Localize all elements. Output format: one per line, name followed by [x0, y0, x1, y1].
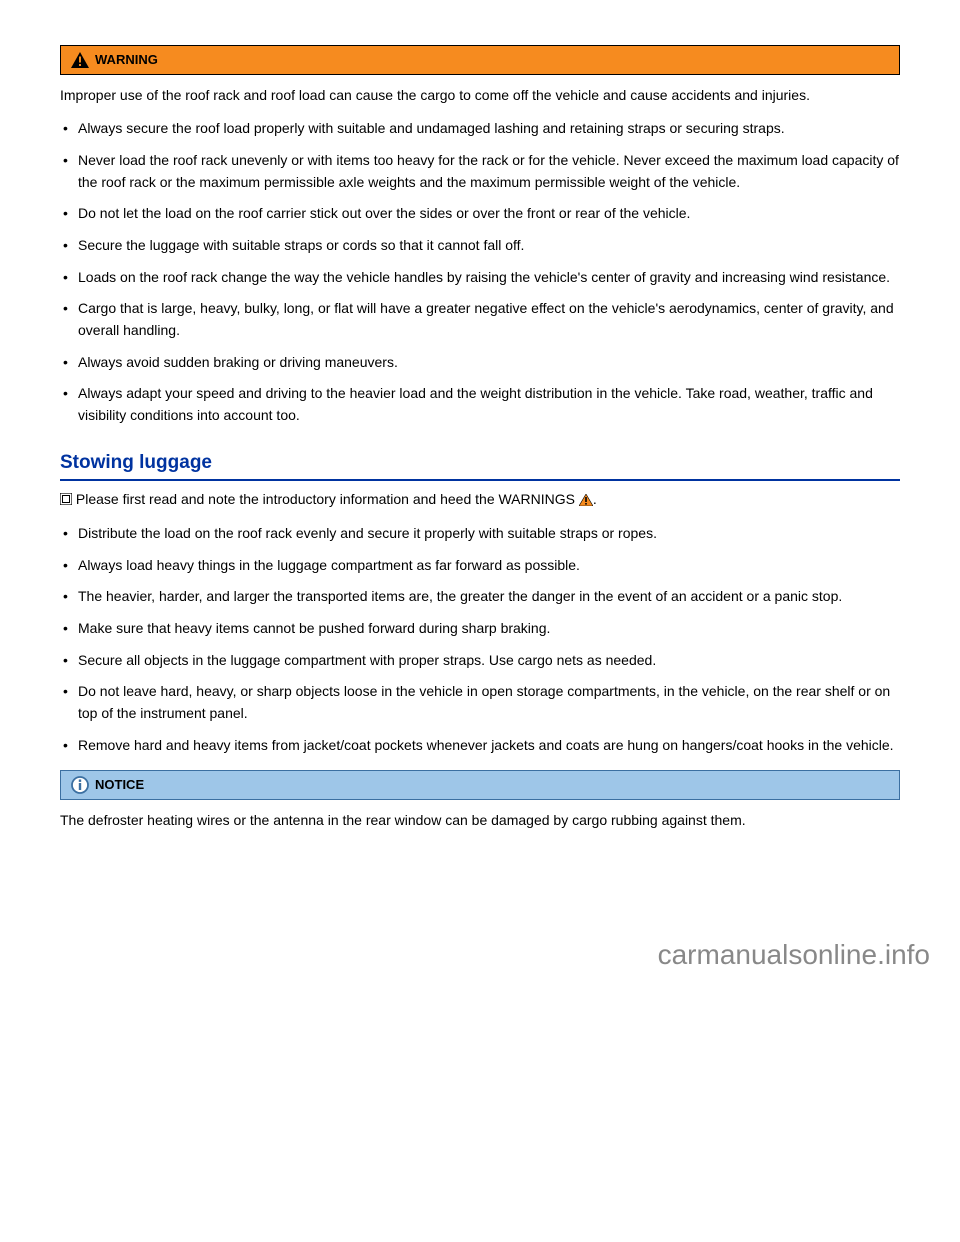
section-bullet-list: Distribute the load on the roof rack eve… [60, 523, 900, 757]
notice-label: NOTICE [95, 775, 144, 795]
warning-triangle-icon [71, 52, 89, 68]
section-heading: Stowing luggage [60, 449, 900, 482]
section-intro-suffix: . [593, 491, 597, 507]
list-item: Make sure that heavy items cannot be pus… [60, 618, 900, 640]
square-icon [60, 493, 72, 505]
notice-body: The defroster heating wires or the anten… [60, 810, 900, 832]
list-item: Secure all objects in the luggage compar… [60, 650, 900, 672]
list-item: Always adapt your speed and driving to t… [60, 383, 900, 426]
warning-label: WARNING [95, 50, 158, 70]
warning-bullet-list: Always secure the roof load properly wit… [60, 118, 900, 427]
list-item: The heavier, harder, and larger the tran… [60, 586, 900, 608]
section-intro: Please first read and note the introduct… [60, 489, 900, 511]
warning-intro: Improper use of the roof rack and roof l… [60, 85, 900, 107]
list-item: Always secure the roof load properly wit… [60, 118, 900, 140]
list-item: Remove hard and heavy items from jacket/… [60, 735, 900, 757]
list-item: Distribute the load on the roof rack eve… [60, 523, 900, 545]
warning-header: WARNING [61, 46, 899, 74]
section-intro-text: Please first read and note the introduct… [76, 491, 579, 507]
list-item: Do not let the load on the roof carrier … [60, 203, 900, 225]
list-item: Secure the luggage with suitable straps … [60, 235, 900, 257]
list-item: Loads on the roof rack change the way th… [60, 267, 900, 289]
notice-header: NOTICE [61, 771, 899, 799]
list-item: Never load the roof rack unevenly or wit… [60, 150, 900, 193]
notice-box: NOTICE [60, 770, 900, 800]
list-item: Cargo that is large, heavy, bulky, long,… [60, 298, 900, 341]
warning-box: WARNING [60, 45, 900, 75]
footer-watermark: carmanualsonline.info [0, 924, 960, 996]
inline-warning-triangle-icon [579, 494, 593, 506]
list-item: Do not leave hard, heavy, or sharp objec… [60, 681, 900, 724]
notice-circle-icon [71, 776, 89, 794]
list-item: Always avoid sudden braking or driving m… [60, 352, 900, 374]
list-item: Always load heavy things in the luggage … [60, 555, 900, 577]
